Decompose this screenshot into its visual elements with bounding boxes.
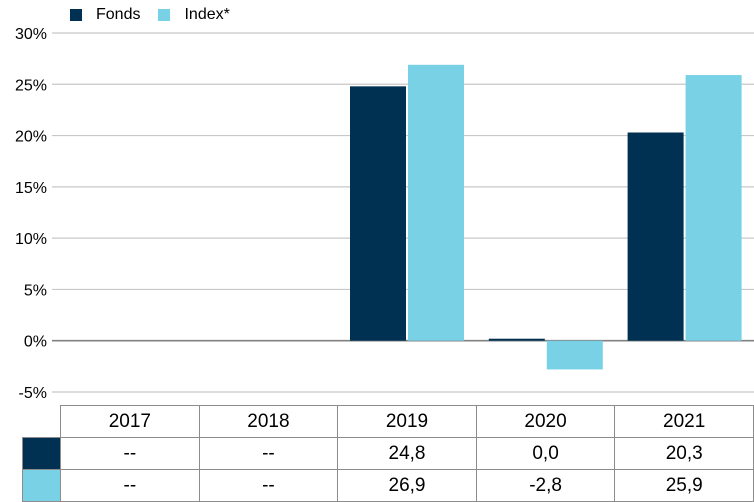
bar-index-2019 xyxy=(408,64,464,341)
y-axis-ticks: 30% 25% 20% 15% 10% 5% 0% -5% xyxy=(15,26,47,402)
table-year-2017: 2017 xyxy=(60,405,200,438)
legend: Fonds Index* xyxy=(70,4,230,26)
legend-swatch-index xyxy=(158,9,171,21)
table-swatch-index xyxy=(21,469,62,502)
table-year-2019: 2019 xyxy=(337,405,477,438)
table-cell: -2,8 xyxy=(475,469,616,502)
table-header-row: 2017 2018 2019 2020 2021 xyxy=(23,405,754,438)
legend-label-index: Index* xyxy=(184,6,230,23)
table-cell: 26,9 xyxy=(337,469,477,502)
bar-fonds-2020 xyxy=(488,338,545,341)
table-cell: -- xyxy=(60,469,200,502)
table-cell: -- xyxy=(198,469,339,502)
table-corner xyxy=(23,406,61,438)
y-tick-label: -5% xyxy=(19,385,47,402)
table-year-2018: 2018 xyxy=(198,405,339,438)
table-cell: -- xyxy=(60,437,200,470)
table-cell: 0,0 xyxy=(475,437,616,470)
legend-item-index: Index* xyxy=(158,6,230,24)
data-table: 2017 2018 2019 2020 2021 -- -- 24,8 0,0 … xyxy=(21,405,754,502)
table-cell: -- xyxy=(198,437,339,470)
table-swatch-fonds xyxy=(21,437,62,470)
y-tick-label: 30% xyxy=(15,26,47,43)
bar-fonds-2019 xyxy=(350,86,406,341)
table-cell: 25,9 xyxy=(614,469,754,502)
table-cell: 24,8 xyxy=(337,437,477,470)
table-year-2021: 2021 xyxy=(614,405,754,438)
y-tick-label: 10% xyxy=(15,231,47,248)
y-tick-label: 5% xyxy=(24,282,47,299)
bar-index-2021 xyxy=(685,75,742,341)
y-tick-label: 0% xyxy=(24,334,47,351)
bar-fonds-2021 xyxy=(627,132,684,341)
bar-chart: 30% 25% 20% 15% 10% 5% 0% -5% xyxy=(15,26,754,402)
table-cell: 20,3 xyxy=(614,437,754,470)
legend-swatch-fonds xyxy=(70,9,82,21)
y-tick-label: 15% xyxy=(15,180,47,197)
bar-index-2020 xyxy=(546,340,603,370)
y-tick-label: 25% xyxy=(15,77,47,94)
legend-label-fonds: Fonds xyxy=(96,6,141,23)
bars xyxy=(350,64,742,370)
table-row-index: -- -- 26,9 -2,8 25,9 xyxy=(21,469,754,502)
table-year-2020: 2020 xyxy=(475,405,616,438)
y-tick-label: 20% xyxy=(15,129,47,146)
legend-item-fonds: Fonds xyxy=(70,6,140,24)
table-row-fonds: -- -- 24,8 0,0 20,3 xyxy=(21,437,754,470)
